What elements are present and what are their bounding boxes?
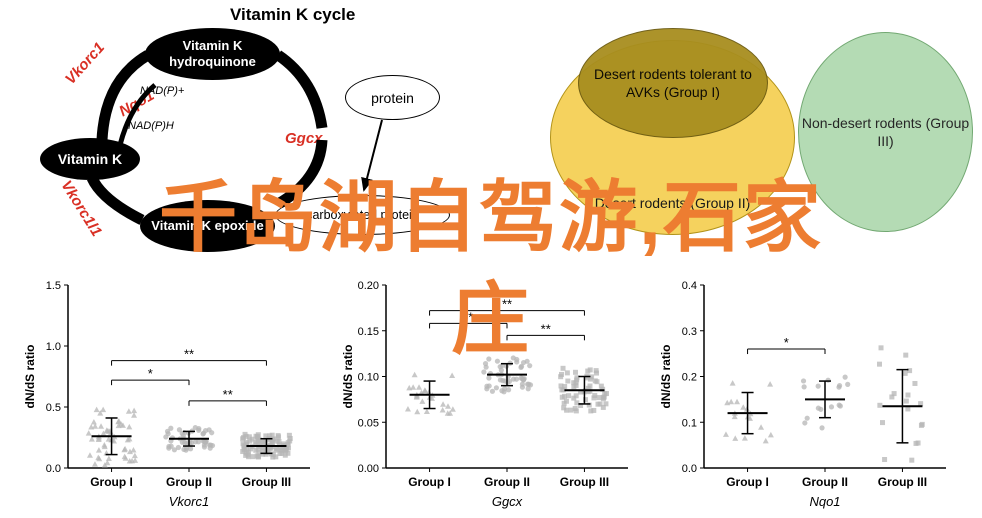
svg-text:Group II: Group II [802,475,848,489]
svg-text:0.2: 0.2 [682,372,697,384]
node-vitamink: Vitamin K [40,138,140,180]
svg-text:1.0: 1.0 [46,341,61,353]
node-carboxylated: carboxylated protein [275,195,450,235]
label-vkorc1: Vkorc1 [62,39,108,88]
svg-text:1.5: 1.5 [46,280,61,292]
label-vkorc1l1: Vkorc1l1 [57,177,105,239]
label-ggcx: Ggcx [285,130,323,147]
node-protein: protein [345,75,440,120]
chart-nqo1: 0.0 0.1 0.2 0.3 0.4 dN/dS ratio Group I Group I… [656,275,956,510]
label-nadp-h: NAD(P)H [128,120,174,132]
venn-group3-label: Non-desert rodents (Group III) [799,114,972,150]
svg-text:**: ** [463,309,473,324]
svg-text:0.1: 0.1 [682,417,697,429]
svg-text:0.5: 0.5 [46,402,61,414]
svg-text:Group II: Group II [166,475,212,489]
node-hydroquinone: Vitamin K hydroquinone [145,28,280,80]
chart-vkorc1: 0.0 0.5 1.0 1.5 dN/dS ratio Group I Group II Gr… [20,275,320,510]
svg-text:Group I: Group I [90,475,133,489]
figure-top: Vitamin K cycle Vitamin K hydroquinone V… [0,0,982,260]
scatter-charts-row: 0.0 0.5 1.0 1.5 dN/dS ratio Group I Group II Gr… [20,275,956,510]
svg-text:**: ** [502,297,512,312]
svg-text:0.15: 0.15 [358,326,379,338]
svg-text:Vkorc1: Vkorc1 [169,494,209,509]
svg-text:0.4: 0.4 [682,280,697,292]
svg-text:Group I: Group I [726,475,769,489]
vitamin-k-cycle-diagram: Vitamin K cycle Vitamin K hydroquinone V… [30,0,470,260]
svg-text:Group III: Group III [878,475,927,489]
svg-text:**: ** [184,347,194,362]
venn-group3: Non-desert rodents (Group III) [798,32,973,232]
cycle-title: Vitamin K cycle [230,5,355,25]
venn-diagram: Desert rodents (Group II) Desert rodents… [550,28,980,238]
venn-group1-label: Desert rodents tolerant to AVKs (Group I… [579,65,767,101]
svg-text:0.00: 0.00 [358,463,379,475]
venn-group2-label: Desert rodents (Group II) [595,194,751,212]
svg-text:Group II: Group II [484,475,530,489]
svg-text:Nqo1: Nqo1 [809,494,840,509]
svg-text:0.10: 0.10 [358,372,379,384]
node-epoxide: Vitamin K epoxide [140,200,275,252]
svg-text:Group I: Group I [408,475,451,489]
label-nadp-plus: NAD(P)+ [140,85,184,97]
svg-text:0.20: 0.20 [358,280,379,292]
svg-text:dN/dS ratio: dN/dS ratio [659,344,673,408]
svg-text:Group III: Group III [242,475,291,489]
svg-text:*: * [784,335,789,350]
svg-text:**: ** [541,321,551,336]
svg-text:*: * [148,366,153,381]
svg-text:0.3: 0.3 [682,326,697,338]
svg-text:0.05: 0.05 [358,417,379,429]
chart-ggcx: 0.00 0.05 0.10 0.15 0.20 dN/dS ratio Group I Gr… [338,275,638,510]
svg-text:0.0: 0.0 [682,463,697,475]
svg-text:Group III: Group III [560,475,609,489]
svg-text:dN/dS ratio: dN/dS ratio [23,344,37,408]
svg-text:Ggcx: Ggcx [492,494,523,509]
svg-text:**: ** [223,387,233,402]
svg-text:dN/dS ratio: dN/dS ratio [341,344,355,408]
venn-group1: Desert rodents tolerant to AVKs (Group I… [578,28,768,138]
svg-text:0.0: 0.0 [46,463,61,475]
